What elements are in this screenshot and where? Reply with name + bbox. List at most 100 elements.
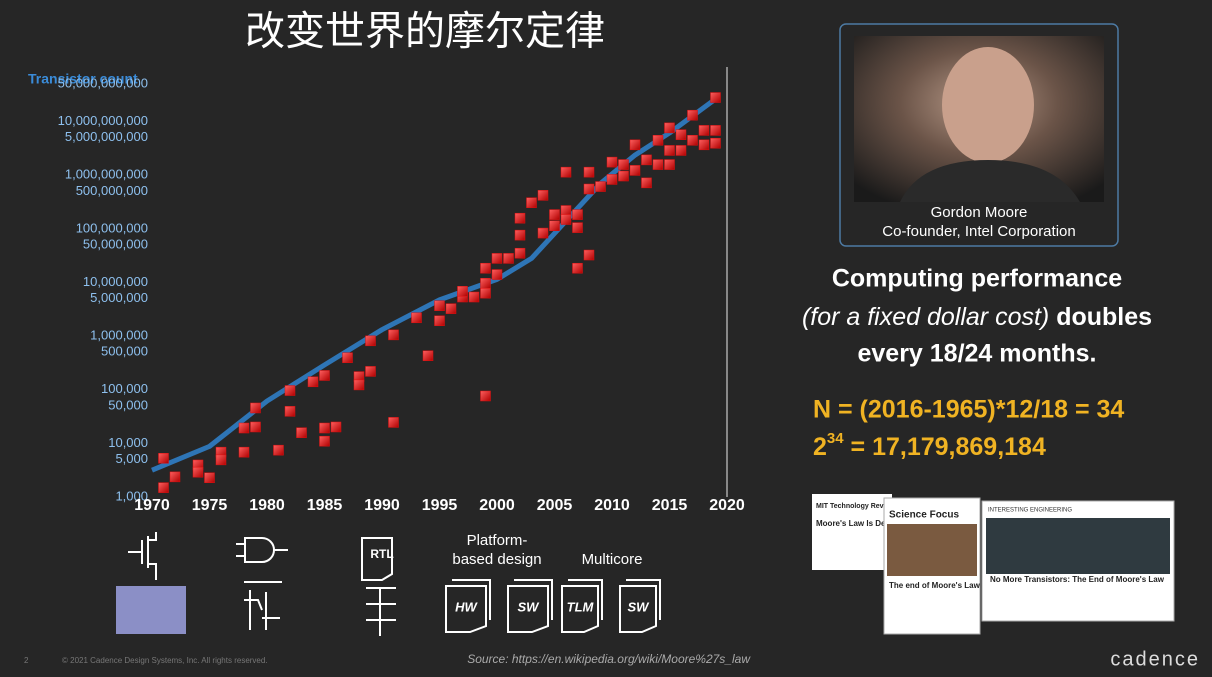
data-point: [710, 125, 721, 136]
data-point: [641, 177, 652, 189]
plot: 1,0005,00010,00050,000100,000500,0001,00…: [58, 76, 745, 515]
doc-stack: [561, 579, 603, 633]
data-point: [238, 422, 250, 434]
x-tick-label: 1975: [192, 497, 228, 514]
article-card: [812, 494, 892, 570]
data-point: [342, 352, 353, 363]
data-point: [652, 159, 664, 170]
data-point: [572, 262, 583, 274]
y-tick-label: 1,000: [115, 488, 148, 503]
claim-line: every 18/24 months.: [857, 340, 1096, 368]
data-point: [445, 303, 457, 314]
data-point: [606, 156, 618, 168]
data-point: [296, 427, 307, 438]
design-icons: RTL Platform- based design Multicore HW …: [116, 532, 661, 636]
data-point: [330, 421, 342, 433]
y-tick-label: 100,000,000: [76, 220, 148, 235]
chip-image: [116, 586, 186, 634]
data-point: [698, 139, 710, 151]
data-point: [457, 286, 468, 297]
data-point: [480, 287, 491, 299]
x-tick-label: 2000: [479, 497, 515, 514]
x-tick-label: 1980: [249, 497, 285, 514]
data-point: [675, 145, 687, 156]
data-point: [491, 269, 503, 280]
y-tick-label: 5,000: [115, 451, 148, 466]
article-headline: No More Transistors: The End of Moore's …: [990, 575, 1165, 584]
y-tick-label: 5,000,000: [90, 290, 148, 305]
y-tick-label: 50,000,000: [83, 236, 148, 251]
data-point: [169, 471, 181, 483]
data-point: [710, 137, 721, 149]
y-tick-label: 50,000,000,000: [58, 76, 148, 91]
formula-line: N = (2016-1965)*12/18 = 34: [813, 396, 1124, 424]
source-note: Source: https://en.wikipedia.org/wiki/Mo…: [467, 652, 751, 666]
y-tick-label: 10,000: [108, 435, 148, 450]
icon-label: HW: [455, 599, 478, 614]
slide-title: 改变世界的摩尔定律: [245, 10, 605, 54]
y-tick-label: 10,000,000,000: [58, 113, 148, 128]
data-point: [388, 417, 399, 428]
claim-line: Computing performance: [832, 265, 1122, 293]
data-point: [583, 166, 595, 178]
icon-label: Multicore: [582, 551, 643, 568]
data-point: [537, 190, 549, 201]
data-point: [618, 170, 629, 182]
data-point: [319, 422, 330, 434]
data-point: [514, 212, 526, 224]
x-tick-label: 1970: [134, 497, 170, 514]
netlist-icon: [366, 587, 396, 636]
data-point: [284, 385, 296, 396]
data-point: [664, 159, 675, 170]
circuit-icon: [244, 581, 282, 630]
data-point: [549, 220, 560, 232]
data-point: [284, 406, 296, 417]
data-point: [560, 205, 572, 216]
data-point: [204, 472, 215, 483]
data-point: [618, 159, 629, 170]
data-point: [319, 435, 330, 447]
data-point: [158, 453, 169, 464]
data-point: [641, 154, 652, 166]
icon-label: Platform-: [467, 532, 528, 549]
data-point: [675, 129, 687, 140]
photo-frame: [839, 23, 1119, 247]
data-point: [434, 300, 445, 311]
data-point: [629, 139, 641, 151]
icon-label: SW: [518, 599, 541, 614]
article-image: [986, 518, 1170, 574]
formula-line: 234 = 17,179,869,184: [813, 430, 1046, 461]
data-point: [710, 92, 721, 103]
data-point: [629, 165, 641, 176]
data-point: [664, 122, 675, 134]
data-point: [192, 466, 204, 478]
data-point: [606, 174, 618, 185]
x-tick-label: 1995: [422, 497, 458, 514]
data-point: [273, 444, 284, 456]
photo-body: [900, 160, 1080, 202]
y-tick-label: 50,000: [108, 397, 148, 412]
x-tick-label: 1985: [307, 497, 343, 514]
page-number: 2: [24, 656, 29, 665]
data-point: [537, 227, 549, 239]
data-point: [422, 350, 434, 361]
data-point: [158, 482, 169, 493]
copyright: © 2021 Cadence Design Systems, Inc. All …: [62, 656, 268, 665]
profile-name: Gordon Moore: [931, 204, 1028, 221]
icon-label: SW: [628, 599, 651, 614]
formula-base: 2: [813, 433, 827, 461]
data-point: [365, 335, 376, 347]
data-point: [388, 329, 399, 341]
data-point: [411, 312, 422, 324]
data-point: [698, 125, 710, 136]
y-tick-label: 500,000,000: [76, 183, 148, 198]
data-point: [583, 183, 595, 195]
article-headline: The end of Moore's Law: [889, 581, 981, 590]
data-point: [319, 370, 330, 381]
doc-stack: [507, 579, 553, 633]
y-axis-title: Transistor count: [28, 71, 138, 87]
data-point: [526, 197, 537, 208]
claim-italic: (for a fixed dollar cost): [802, 303, 1049, 331]
data-point: [549, 209, 560, 220]
